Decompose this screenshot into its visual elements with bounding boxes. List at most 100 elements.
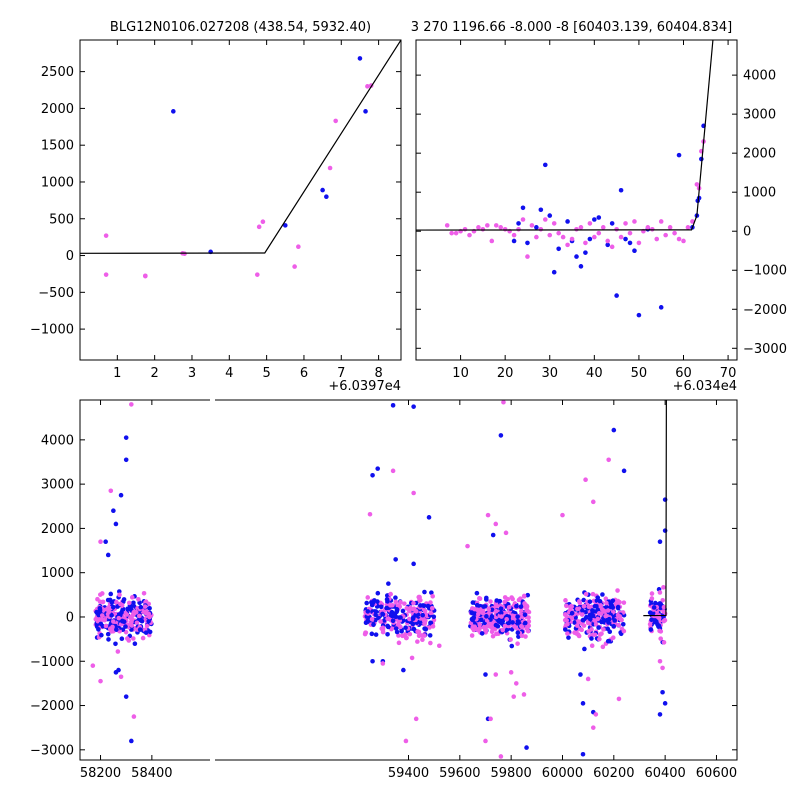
blue-data-point [627,240,633,246]
magenta-data-point [576,619,581,624]
blue-data-point [589,636,594,641]
magenta-data-point [483,630,488,635]
blue-data-point [393,614,399,620]
blue-data-point [584,614,589,620]
magenta-data-point [494,631,499,637]
blue-data-point [394,609,399,615]
magenta-data-point [126,638,132,643]
magenta-data-point [469,633,475,638]
blue-data-point [580,608,585,613]
blue-data-point [656,623,662,629]
blue-data-point [498,606,504,612]
magenta-data-point [515,641,520,646]
magenta-data-point [534,234,539,240]
magenta-data-point [579,621,585,626]
blue-data-point [385,631,390,637]
magenta-data-point [562,612,568,617]
blue-data-point [97,605,103,611]
magenta-data-point [616,622,622,628]
blue-data-point [609,221,615,226]
blue-data-point [99,632,104,638]
blue-data-point [380,611,385,617]
blue-data-point [572,620,577,625]
blue-data-point [110,604,116,610]
y-tick-label: 2500 [41,65,74,80]
magenta-data-point [509,595,514,600]
blue-data-point [479,631,485,636]
x-tick-label: 50 [631,366,648,381]
x-tick-label: 59600 [439,766,480,781]
magenta-data-point [576,633,582,639]
blue-data-point [109,599,115,605]
blue-data-point [581,597,586,603]
blue-data-point [524,745,529,750]
blue-data-point [515,614,520,620]
blue-data-point [611,623,617,629]
magenta-data-point [471,627,477,633]
blue-data-point [378,604,384,610]
magenta-data-point [129,402,134,407]
magenta-data-point [661,585,666,590]
magenta-data-point [681,238,686,244]
x-tick-label: 20 [497,366,514,381]
magenta-data-point [508,637,513,642]
blue-data-point [108,591,114,597]
blue-data-point [547,213,553,218]
y-tick-label: 0 [66,249,74,264]
magenta-data-point [100,617,105,622]
magenta-data-point [428,600,433,605]
blue-data-point [520,205,526,211]
blue-data-point [105,631,111,637]
magenta-data-point [140,635,146,641]
magenta-data-point [142,604,148,609]
magenta-data-point [520,217,526,222]
magenta-data-point [563,598,568,603]
magenta-data-point [499,614,504,619]
blue-data-point [418,603,423,608]
blue-data-point [590,613,596,619]
bottom-panel: 58200 58400 59400 59600 59800 60000 60200 60400… [30,398,738,781]
magenta-data-point [586,604,592,610]
magenta-data-point [402,601,407,606]
blue-data-point [569,610,575,616]
magenta-data-point [467,232,472,238]
magenta-data-point [649,226,655,232]
magenta-data-point [600,644,606,650]
magenta-data-point [462,226,468,232]
blue-data-point [143,630,149,635]
blue-data-point [594,603,599,609]
y-tick-label: 0 [66,610,74,625]
blue-data-point [411,404,416,409]
blue-data-point [386,624,391,630]
blue-data-point [662,528,668,533]
magenta-data-point [415,629,420,634]
magenta-data-point [560,234,566,240]
blue-data-point [400,608,406,614]
magenta-data-point [143,273,148,279]
magenta-data-point [513,681,519,686]
blue-data-point [171,109,176,114]
magenta-data-point [103,272,109,277]
blue-data-point [147,629,153,635]
magenta-data-point [601,627,606,632]
magenta-data-point [600,225,606,230]
blue-data-point [469,610,475,616]
magenta-data-point [604,600,609,606]
blue-data-point [113,521,119,527]
blue-data-point [113,670,119,675]
y-tick-label: 500 [49,212,74,227]
blue-data-point [119,610,124,615]
blue-data-point [365,609,371,614]
x-offset-label: +6.034e4 [673,379,737,394]
magenta-data-point [411,600,416,606]
magenta-data-point [574,226,579,232]
magenta-data-point [542,217,548,222]
blue-data-point [563,627,568,632]
y-tick-label: −3000 [743,342,787,357]
magenta-data-point [489,629,495,635]
magenta-data-point [502,599,507,605]
x-tick-label: 60000 [542,766,583,781]
blue-data-point [129,738,134,744]
blue-data-point [114,627,119,632]
blue-data-point [596,215,602,220]
